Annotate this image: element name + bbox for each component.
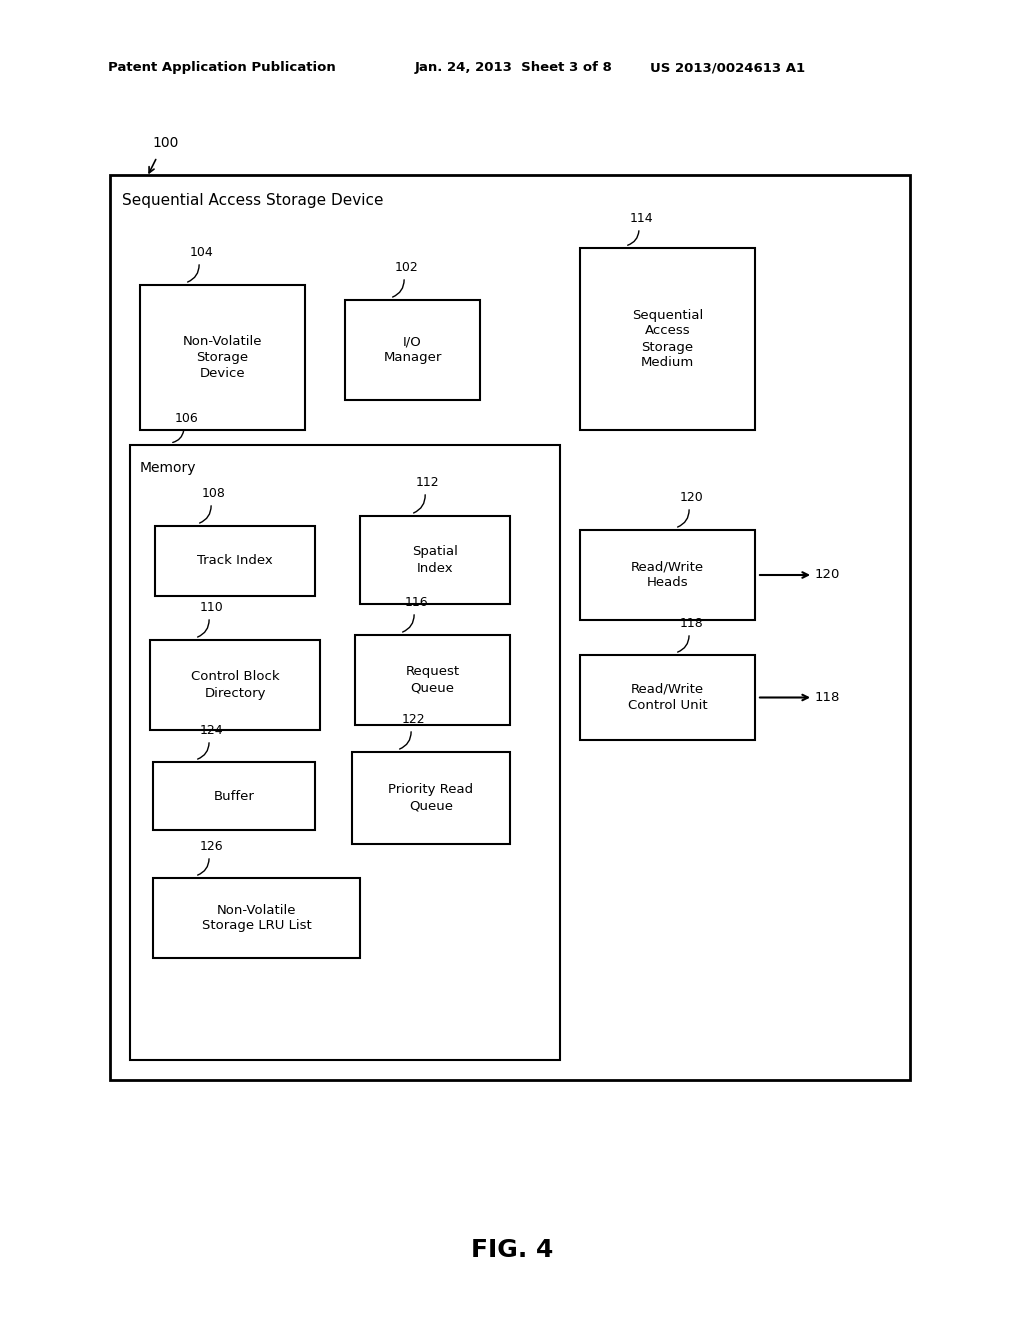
Text: 100: 100 bbox=[152, 136, 178, 150]
Text: Buffer: Buffer bbox=[214, 789, 254, 803]
Text: Non-Volatile
Storage LRU List: Non-Volatile Storage LRU List bbox=[202, 903, 311, 932]
Bar bbox=[140, 285, 305, 430]
Text: Sequential
Access
Storage
Medium: Sequential Access Storage Medium bbox=[632, 309, 703, 370]
Text: FIG. 4: FIG. 4 bbox=[471, 1238, 553, 1262]
Bar bbox=[580, 248, 755, 430]
Bar bbox=[155, 525, 315, 597]
Bar bbox=[153, 878, 360, 958]
Text: Jan. 24, 2013  Sheet 3 of 8: Jan. 24, 2013 Sheet 3 of 8 bbox=[415, 62, 613, 74]
Bar bbox=[110, 176, 910, 1080]
Text: 104: 104 bbox=[190, 246, 214, 259]
Text: 114: 114 bbox=[630, 213, 653, 224]
Bar bbox=[352, 752, 510, 843]
Text: Sequential Access Storage Device: Sequential Access Storage Device bbox=[122, 193, 384, 209]
Text: Memory: Memory bbox=[140, 461, 197, 475]
Text: 120: 120 bbox=[680, 491, 703, 504]
Text: Spatial
Index: Spatial Index bbox=[412, 545, 458, 574]
Bar bbox=[345, 300, 480, 400]
Text: 108: 108 bbox=[202, 487, 226, 500]
Text: 122: 122 bbox=[402, 713, 426, 726]
Text: US 2013/0024613 A1: US 2013/0024613 A1 bbox=[650, 62, 805, 74]
Text: 118: 118 bbox=[815, 690, 841, 704]
Text: Non-Volatile
Storage
Device: Non-Volatile Storage Device bbox=[182, 335, 262, 380]
Bar bbox=[153, 762, 315, 830]
Text: Request
Queue: Request Queue bbox=[406, 665, 460, 694]
Text: 116: 116 bbox=[406, 597, 429, 609]
Text: 110: 110 bbox=[200, 601, 224, 614]
Text: Track Index: Track Index bbox=[198, 554, 272, 568]
Text: 112: 112 bbox=[416, 477, 439, 488]
Bar bbox=[360, 516, 510, 605]
Text: Priority Read
Queue: Priority Read Queue bbox=[388, 784, 473, 813]
Text: 102: 102 bbox=[395, 261, 419, 275]
Bar bbox=[580, 655, 755, 741]
Bar bbox=[130, 445, 560, 1060]
Text: Read/Write
Heads: Read/Write Heads bbox=[631, 561, 705, 590]
Text: 124: 124 bbox=[200, 723, 223, 737]
Text: Patent Application Publication: Patent Application Publication bbox=[108, 62, 336, 74]
Text: 106: 106 bbox=[175, 412, 199, 425]
Text: 118: 118 bbox=[680, 616, 703, 630]
Text: I/O
Manager: I/O Manager bbox=[383, 335, 441, 364]
Bar bbox=[355, 635, 510, 725]
Text: 126: 126 bbox=[200, 840, 223, 853]
Text: Control Block
Directory: Control Block Directory bbox=[190, 671, 280, 700]
Text: Read/Write
Control Unit: Read/Write Control Unit bbox=[628, 682, 708, 711]
Bar bbox=[150, 640, 319, 730]
Text: 120: 120 bbox=[815, 569, 841, 582]
Bar bbox=[580, 531, 755, 620]
